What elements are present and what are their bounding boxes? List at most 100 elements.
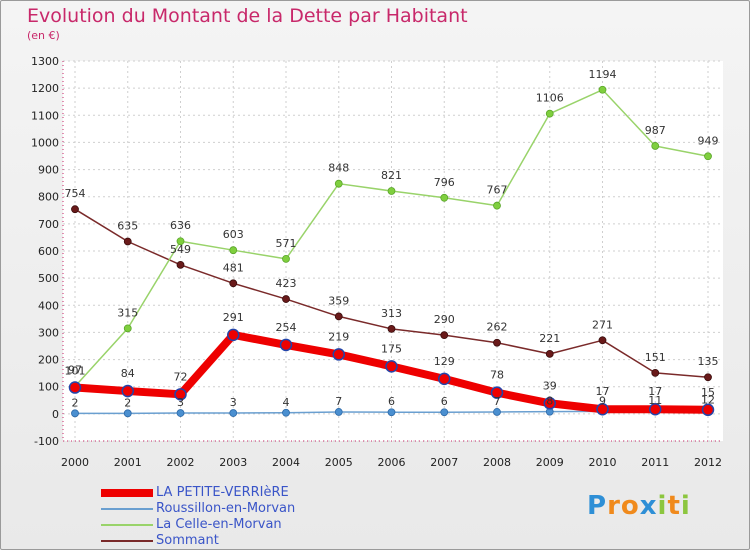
x-tick-label: 2010 — [589, 456, 617, 469]
x-tick-label: 2001 — [114, 456, 142, 469]
data-label: 39 — [543, 379, 557, 392]
data-label: 2 — [124, 396, 131, 409]
data-label: 17 — [596, 385, 610, 398]
data-point-roussillon-en-morvan — [176, 409, 185, 417]
data-point-roussillon-en-morvan — [71, 409, 79, 418]
data-point-roussillon-en-morvan — [493, 408, 501, 416]
logo-letter: x — [639, 491, 658, 521]
data-point-la-petite-verri-re — [438, 372, 451, 386]
data-label: 767 — [487, 184, 508, 197]
logo-letter: o — [620, 491, 640, 521]
data-label: 549 — [170, 243, 191, 256]
y-tick-label: 500 — [38, 272, 59, 285]
data-point-sommant — [229, 279, 238, 288]
legend-label: LA PETITE-VERRIèRE — [156, 485, 289, 500]
y-tick-label: 800 — [38, 191, 59, 204]
legend-swatch — [101, 524, 153, 526]
x-tick-label: 2007 — [430, 456, 458, 469]
data-point-sommant — [704, 373, 712, 382]
logo-letter: P — [587, 491, 608, 521]
data-point-sommant — [282, 295, 290, 303]
logo-letter: i — [657, 491, 668, 521]
y-tick-label: 700 — [38, 218, 59, 231]
data-label: 2 — [72, 396, 79, 409]
grid-layer — [63, 60, 723, 442]
x-tick-label: 2005 — [325, 456, 353, 469]
data-point-sommant — [598, 336, 607, 345]
y-tick-label: 600 — [38, 245, 59, 258]
legend-item-sommant: Sommant — [101, 533, 361, 549]
y-tick-label: 400 — [38, 299, 59, 312]
legend-item-la-celle-en-morvan: La Celle-en-Morvan — [101, 517, 361, 533]
data-label: 72 — [174, 370, 188, 383]
data-label: 6 — [388, 395, 395, 408]
data-label: 636 — [170, 219, 191, 232]
legend-swatch — [101, 540, 153, 542]
data-point-la-celle-en-morvan — [282, 254, 290, 263]
data-label: 7 — [335, 395, 342, 408]
x-tick-label: 2004 — [272, 456, 300, 469]
data-point-la-celle-en-morvan — [704, 152, 712, 161]
data-label: 135 — [698, 355, 719, 368]
chart-title: Evolution du Montant de la Dette par Hab… — [27, 5, 468, 27]
data-label: 290 — [434, 313, 455, 326]
y-tick-label: -100 — [34, 435, 59, 448]
y-tick-label: 0 — [52, 408, 59, 421]
series-layer — [68, 85, 715, 418]
data-point-sommant — [176, 260, 185, 269]
data-label: 315 — [117, 306, 138, 319]
data-label: 423 — [276, 277, 297, 290]
data-label: 101 — [65, 364, 86, 377]
data-point-la-celle-en-morvan — [440, 193, 449, 202]
data-label: 7 — [494, 395, 501, 408]
data-label: 571 — [276, 237, 297, 250]
data-point-roussillon-en-morvan — [229, 409, 238, 417]
data-label: 78 — [490, 369, 504, 382]
data-label: 11 — [648, 394, 662, 407]
data-point-roussillon-en-morvan — [387, 408, 396, 417]
data-point-sommant — [387, 324, 396, 333]
data-point-sommant — [71, 205, 79, 214]
legend: LA PETITE-VERRIèRE Roussillon-en-Morvan La… — [101, 485, 361, 549]
logo-letter: t — [667, 491, 681, 521]
data-label: 271 — [592, 318, 613, 331]
data-label: 987 — [645, 124, 666, 137]
data-point-la-celle-en-morvan — [176, 237, 185, 246]
chart-subtitle: (en €) — [27, 29, 60, 42]
data-point-la-celle-en-morvan — [229, 246, 238, 255]
data-point-la-petite-verri-re — [543, 397, 556, 410]
data-point-la-petite-verri-re — [121, 384, 134, 398]
logo-letter: r — [607, 491, 621, 521]
proxiti-logo: Proxiti — [587, 491, 691, 521]
y-tick-label: 1000 — [31, 136, 59, 149]
data-point-la-petite-verri-re — [596, 402, 609, 416]
data-label: 291 — [223, 311, 244, 324]
data-point-sommant — [545, 349, 554, 358]
data-point-la-petite-verri-re — [490, 386, 504, 399]
data-label: 481 — [223, 261, 244, 274]
x-tick-label: 2012 — [694, 456, 722, 469]
data-label: 254 — [276, 321, 297, 334]
x-tick-label: 2008 — [483, 456, 511, 469]
data-label: 754 — [65, 187, 86, 200]
data-label: 262 — [487, 321, 508, 334]
legend-swatch — [101, 489, 153, 497]
data-label: 97 — [68, 364, 82, 377]
data-label: 8 — [546, 395, 553, 408]
x-tick-label: 2000 — [61, 456, 89, 469]
data-label: 848 — [328, 162, 349, 175]
data-label: 4 — [283, 396, 290, 409]
data-label: 3 — [230, 396, 237, 409]
data-label: 15 — [701, 386, 715, 399]
data-label: 151 — [645, 351, 666, 364]
data-point-sommant — [440, 331, 449, 340]
data-point-roussillon-en-morvan — [282, 408, 290, 417]
legend-item-la-petite-verri-re: LA PETITE-VERRIèRE — [101, 485, 361, 501]
data-label: 821 — [381, 169, 402, 182]
data-point-sommant — [334, 312, 343, 321]
data-point-la-petite-verri-re — [701, 403, 715, 417]
data-point-la-celle-en-morvan — [493, 201, 501, 210]
data-point-la-petite-verri-re — [279, 338, 293, 352]
